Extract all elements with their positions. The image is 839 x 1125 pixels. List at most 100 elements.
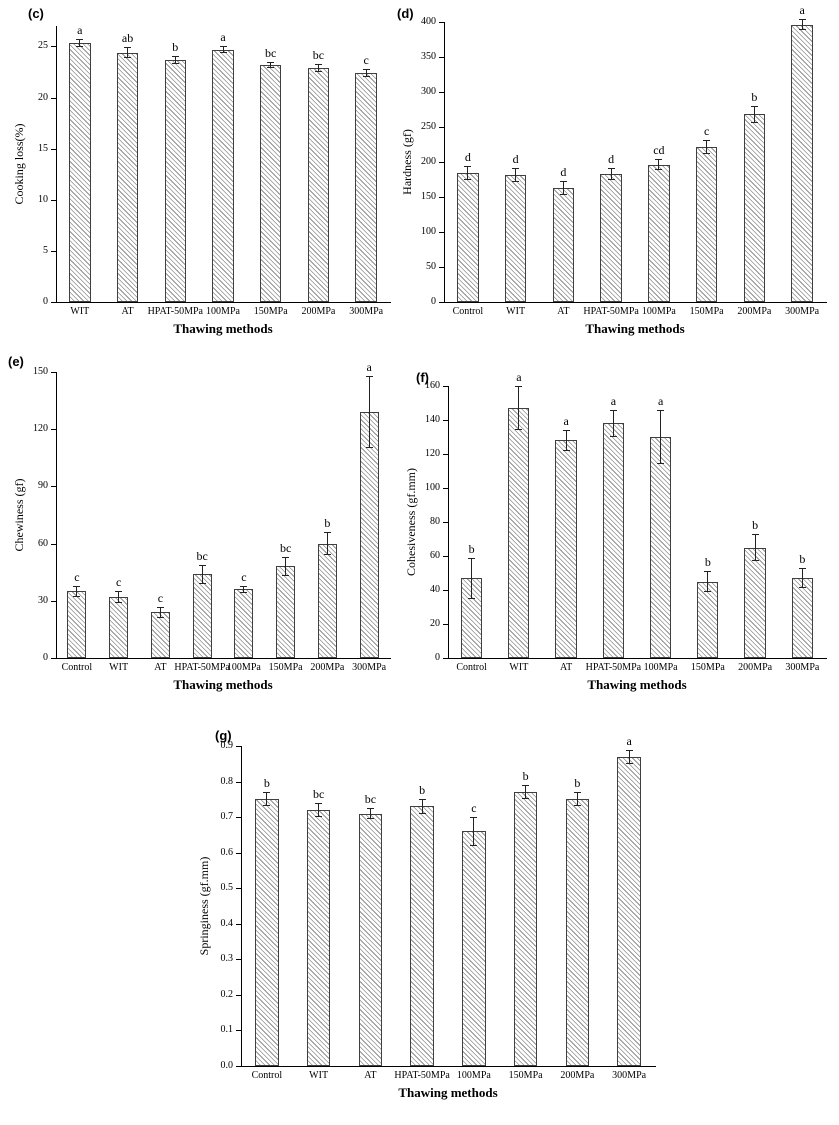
y-tick-label: 250 bbox=[421, 121, 436, 132]
significance-letter: d bbox=[560, 164, 567, 179]
significance-letter: a bbox=[220, 30, 226, 45]
error-bar-cap-top bbox=[468, 557, 476, 559]
x-axis-title: Thawing methods bbox=[587, 677, 687, 692]
y-tick-label: 30 bbox=[38, 594, 48, 606]
error-bar-line bbox=[706, 140, 708, 155]
x-axis-title: Thawing methods bbox=[173, 321, 273, 336]
y-axis-title: Springiness (gf.mm) bbox=[197, 856, 211, 956]
x-category-label: 100MPa bbox=[456, 1070, 491, 1081]
y-tick bbox=[443, 522, 448, 523]
error-bar-cap-bottom bbox=[657, 463, 665, 465]
error-bar-line bbox=[285, 556, 287, 576]
error-bar-line bbox=[365, 68, 367, 78]
error-bar-cap-bottom bbox=[464, 178, 472, 180]
bar bbox=[109, 596, 128, 658]
bar bbox=[307, 67, 330, 302]
bar bbox=[234, 589, 254, 658]
x-category-label: 100MPa bbox=[643, 662, 678, 673]
bar bbox=[355, 73, 377, 302]
chart-hardness: (d) 0 50 100 150 200 250 300 350 400 d Control d WIT d… bbox=[396, 2, 836, 346]
bar bbox=[317, 543, 337, 658]
error-bar-line bbox=[159, 606, 161, 618]
y-tick-label: 140 bbox=[425, 414, 440, 425]
error-bar-cap-bottom bbox=[559, 193, 567, 195]
y-tick-label: 0 bbox=[435, 652, 440, 663]
bar bbox=[648, 164, 670, 302]
y-tick-label: 0.9 bbox=[220, 740, 234, 751]
error-bar-cap-top bbox=[171, 55, 179, 57]
bar bbox=[552, 187, 575, 302]
y-tick bbox=[51, 486, 56, 488]
error-bar-line bbox=[707, 571, 709, 592]
y-tick bbox=[443, 488, 448, 489]
error-bar-cap-top bbox=[366, 808, 374, 810]
error-bar-cap-top bbox=[607, 168, 615, 170]
significance-letter: c bbox=[157, 590, 164, 605]
x-category-label: 150MPa bbox=[508, 1070, 543, 1081]
y-tick-label: 0.3 bbox=[220, 953, 234, 965]
y-tick bbox=[51, 302, 56, 303]
y-tick bbox=[51, 429, 56, 431]
significance-letter: c bbox=[703, 124, 710, 139]
x-category-label: HPAT-50MPa bbox=[174, 662, 230, 673]
error-bar-line bbox=[421, 799, 423, 814]
x-axis-title: Thawing methods bbox=[398, 1085, 498, 1100]
significance-letter: ab bbox=[121, 31, 134, 46]
x-axis-line bbox=[448, 658, 827, 659]
y-tick-label: 160 bbox=[425, 380, 440, 391]
y-axis-title: Cohesiveness (gf.mm) bbox=[404, 468, 418, 576]
bar bbox=[359, 412, 379, 658]
y-tick-label: 20 bbox=[430, 618, 440, 629]
x-axis-line bbox=[241, 1066, 656, 1067]
significance-letter: b bbox=[574, 776, 581, 791]
y-tick-label: 0.6 bbox=[220, 846, 234, 858]
x-category-label: 100MPa bbox=[226, 662, 261, 673]
significance-letter: bc bbox=[196, 548, 208, 563]
y-axis-line bbox=[241, 746, 242, 1066]
y-tick bbox=[443, 624, 448, 625]
x-category-label: 200MPa bbox=[560, 1070, 595, 1081]
y-tick bbox=[51, 600, 56, 602]
error-bar-line bbox=[266, 792, 268, 807]
significance-letter: a bbox=[77, 23, 83, 38]
error-bar-cap-top bbox=[512, 168, 520, 170]
y-tick-label: 50 bbox=[426, 261, 436, 272]
significance-letter: c bbox=[363, 52, 369, 67]
y-tick bbox=[439, 302, 444, 303]
y-tick-label: 60 bbox=[38, 537, 48, 549]
y-tick-label: 0.5 bbox=[220, 882, 234, 894]
error-bar-cap-bottom bbox=[655, 169, 663, 171]
error-bar-cap-top bbox=[470, 817, 478, 819]
error-bar-cap-top bbox=[76, 39, 84, 41]
y-tick bbox=[236, 959, 241, 961]
error-bar-cap-top bbox=[655, 159, 663, 161]
y-axis-title: Chewiness (gf) bbox=[12, 478, 26, 552]
error-bar-cap-top bbox=[562, 430, 570, 432]
error-bar-cap-bottom bbox=[115, 601, 123, 603]
significance-letter: a bbox=[799, 3, 805, 18]
x-category-label: AT bbox=[154, 662, 167, 673]
bar bbox=[116, 52, 139, 302]
bar bbox=[649, 437, 672, 658]
error-bar-cap-bottom bbox=[562, 449, 570, 451]
error-bar-cap-bottom bbox=[515, 429, 523, 431]
y-tick-label: 60 bbox=[430, 550, 440, 561]
y-tick bbox=[439, 22, 444, 23]
y-tick bbox=[439, 57, 444, 58]
error-bar-cap-bottom bbox=[267, 66, 275, 68]
y-tick-label: 10 bbox=[38, 193, 48, 205]
bar bbox=[744, 547, 766, 658]
y-tick bbox=[443, 454, 448, 455]
y-tick-label: 20 bbox=[38, 91, 48, 103]
error-bar-cap-top bbox=[657, 409, 665, 411]
x-category-label: WIT bbox=[309, 1070, 329, 1081]
y-tick bbox=[236, 746, 241, 747]
y-tick-label: 120 bbox=[33, 423, 48, 435]
error-bar-cap-bottom bbox=[73, 595, 81, 597]
bar bbox=[306, 810, 331, 1066]
significance-letter: b bbox=[263, 776, 270, 791]
y-tick-label: 5 bbox=[43, 244, 48, 256]
y-tick bbox=[236, 994, 241, 996]
y-tick-label: 0.8 bbox=[220, 775, 234, 787]
error-bar-cap-bottom bbox=[282, 575, 290, 576]
